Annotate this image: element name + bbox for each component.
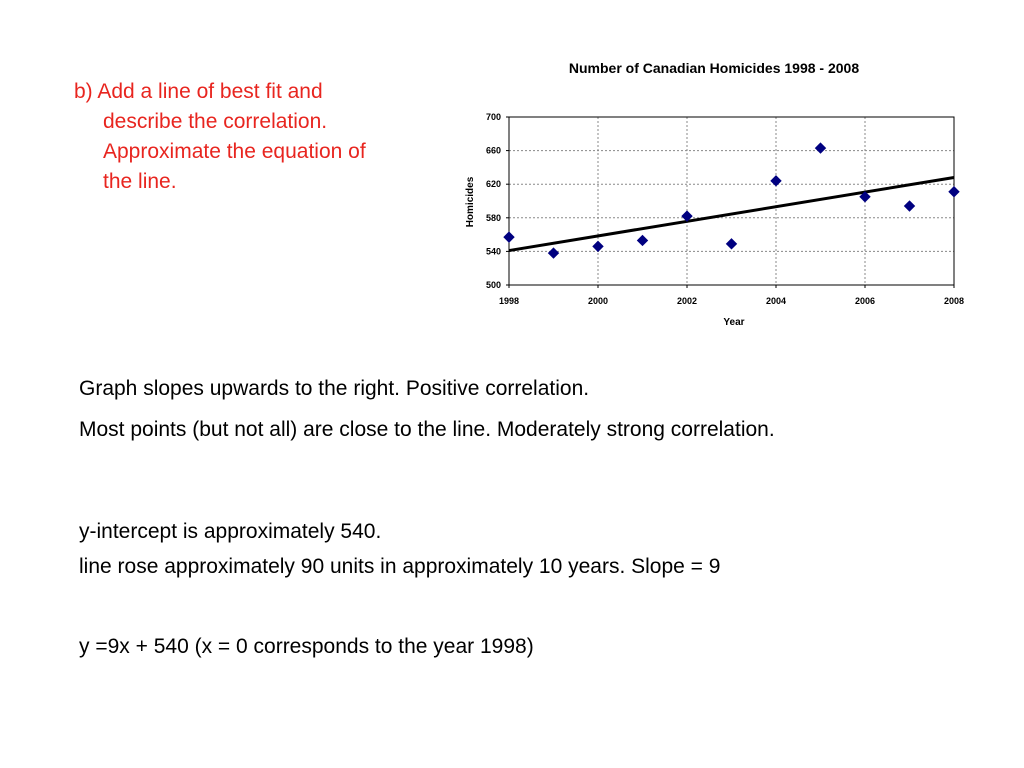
question-text: b) Add a line of best fit and describe t… <box>74 77 454 197</box>
x-tick-label: 2002 <box>677 296 697 306</box>
explanation-line-3: y-intercept is approximately 540. <box>79 520 382 543</box>
data-point <box>859 191 871 203</box>
x-axis-label: Year <box>723 317 744 328</box>
y-axis-label: Homicides <box>465 176 476 227</box>
y-tick-label: 540 <box>486 246 501 256</box>
data-point <box>547 247 560 259</box>
data-point <box>592 240 604 253</box>
data-point <box>503 231 515 243</box>
question-line-2: describe the correlation. <box>103 110 328 133</box>
data-point <box>725 238 738 250</box>
data-point <box>770 175 782 187</box>
x-tick-label: 2004 <box>766 296 786 306</box>
plot-area <box>508 116 955 286</box>
best-fit-line <box>508 175 955 253</box>
data-point <box>636 234 649 247</box>
explanation-line-5: y =9x + 540 (x = 0 corresponds to the ye… <box>79 635 534 658</box>
y-tick-label: 580 <box>486 213 501 223</box>
axis-ticks: 500 540 580 620 660 700 1998 2000 2002 2004 2006 20… <box>486 112 964 306</box>
data-point <box>681 210 693 222</box>
question-line-4: the line. <box>103 170 177 193</box>
x-tick-label: 2000 <box>588 296 608 306</box>
data-point <box>948 186 960 198</box>
x-tick-label: 2006 <box>855 296 875 306</box>
explanation-line-1: Graph slopes upwards to the right. Posit… <box>79 377 590 400</box>
y-tick-label: 620 <box>486 179 501 189</box>
question-line-3: Approximate the equation of <box>103 140 366 163</box>
y-tick-label: 500 <box>486 280 501 290</box>
chart-title: Number of Canadian Homicides 1998 - 2008 <box>569 60 859 76</box>
data-point <box>814 142 827 154</box>
explanation-line-4: line rose approximately 90 units in appr… <box>79 555 721 578</box>
question-line-1: b) Add a line of best fit and <box>74 80 323 103</box>
data-point <box>903 200 916 212</box>
x-tick-label: 2008 <box>944 296 964 306</box>
explanation-line-2: Most points (but not all) are close to t… <box>79 418 775 441</box>
homicides-scatter-chart: Number of Canadian Homicides 1998 - 2008… <box>465 60 964 328</box>
x-tick-label: 1998 <box>499 296 519 306</box>
data-points <box>503 142 960 259</box>
y-tick-label: 660 <box>486 146 501 156</box>
grid-lines <box>509 117 954 285</box>
y-tick-label: 700 <box>486 112 501 122</box>
